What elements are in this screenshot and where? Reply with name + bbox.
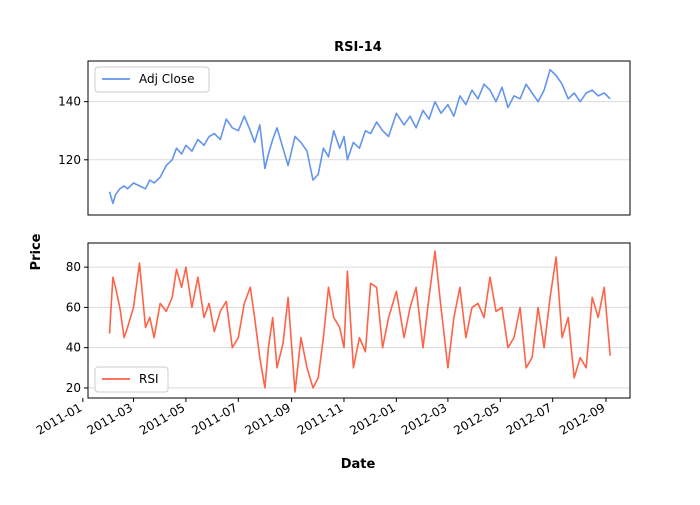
chart-title: RSI-14 <box>334 40 382 55</box>
rsi-legend-label: RSI <box>139 372 159 386</box>
x-tick-label: 2012-03 <box>399 400 449 437</box>
x-tick-label: 2011-03 <box>85 400 135 437</box>
price-y-tick-label: 120 <box>58 153 81 167</box>
x-tick-label: 2011-05 <box>137 400 187 437</box>
x-axis-label: Date <box>341 457 376 472</box>
y-axis-label: Price <box>29 233 44 270</box>
rsi-y-tick-label: 20 <box>66 381 81 395</box>
price-y-tick-label: 140 <box>58 95 81 109</box>
x-tick-label: 2012-01 <box>347 400 397 437</box>
price-y-ticks: 120 140 <box>58 95 88 167</box>
rsi-line <box>108 250 611 393</box>
rsi-y-tick-label: 40 <box>66 341 81 355</box>
price-series <box>108 68 611 205</box>
rsi-axes-frame <box>87 242 631 399</box>
price-legend: Adj Close <box>94 66 210 93</box>
x-tick-label: 2011-09 <box>243 400 293 437</box>
price-gridlines <box>88 101 630 161</box>
price-legend-box <box>94 66 210 93</box>
x-tick-label: 2012-07 <box>504 400 554 437</box>
x-tick-label: 2011-07 <box>189 400 239 437</box>
date-x-ticks: 2011-01 2011-03 2011-05 2011-07 2011-09 2011-… <box>34 398 607 438</box>
rsi-y-tick-label: 80 <box>66 260 81 274</box>
price-legend-label: Adj Close <box>139 72 194 86</box>
x-tick-label: 2012-09 <box>557 400 607 437</box>
rsi-y-ticks: 20 40 60 80 <box>66 260 88 395</box>
rsi-y-tick-label: 60 <box>66 300 81 314</box>
price-line <box>108 68 611 205</box>
rsi-gridlines <box>88 266 630 389</box>
rsi-legend-box <box>94 366 169 393</box>
price-panel: RSI-14 120 140 Adj Close <box>58 40 631 216</box>
x-tick-label: 2012-05 <box>451 400 501 437</box>
price-axes-frame <box>87 60 631 216</box>
x-tick-label: 2011-11 <box>295 400 345 437</box>
rsi-legend: RSI <box>94 366 169 393</box>
rsi-series <box>108 250 611 393</box>
x-tick-label: 2011-01 <box>34 400 84 437</box>
